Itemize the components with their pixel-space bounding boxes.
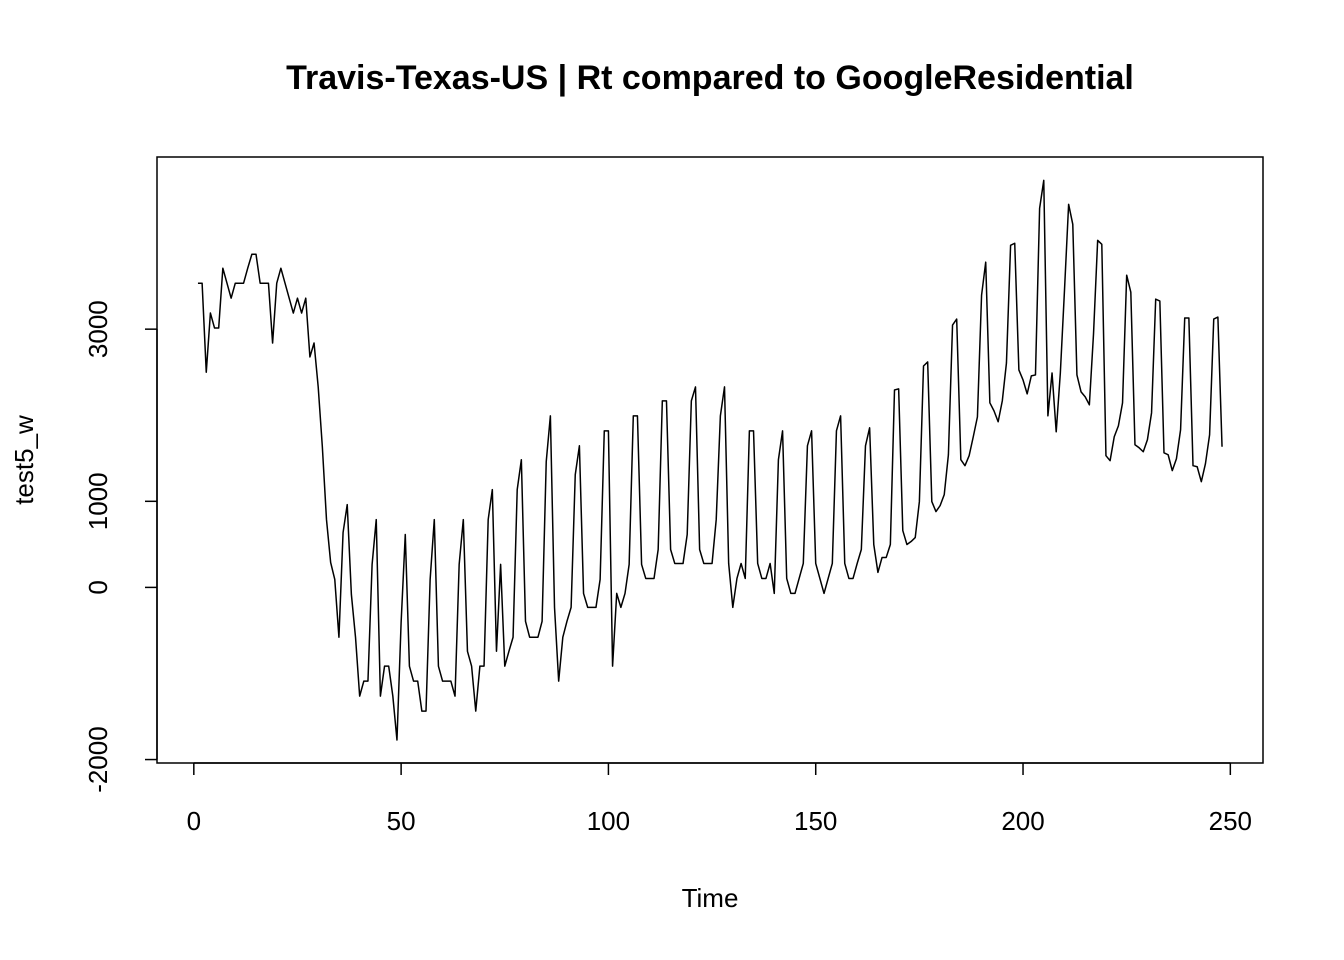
y-axis-label: test5_w bbox=[9, 415, 39, 505]
y-tick-label: 1000 bbox=[83, 472, 113, 530]
x-tick-label: 150 bbox=[794, 806, 837, 836]
x-tick-label: 50 bbox=[387, 806, 416, 836]
chart-title: Travis-Texas-US | Rt compared to GoogleR… bbox=[286, 59, 1134, 97]
y-tick-label: 3000 bbox=[83, 300, 113, 358]
x-tick-label: 100 bbox=[587, 806, 630, 836]
y-tick-label: 0 bbox=[83, 580, 113, 594]
x-tick-label: 200 bbox=[1001, 806, 1044, 836]
x-axis-label: Time bbox=[682, 883, 739, 913]
y-tick-label: -2000 bbox=[83, 726, 113, 793]
x-tick-label: 250 bbox=[1209, 806, 1252, 836]
x-tick-label: 0 bbox=[187, 806, 201, 836]
data-line bbox=[197, 179, 1223, 741]
